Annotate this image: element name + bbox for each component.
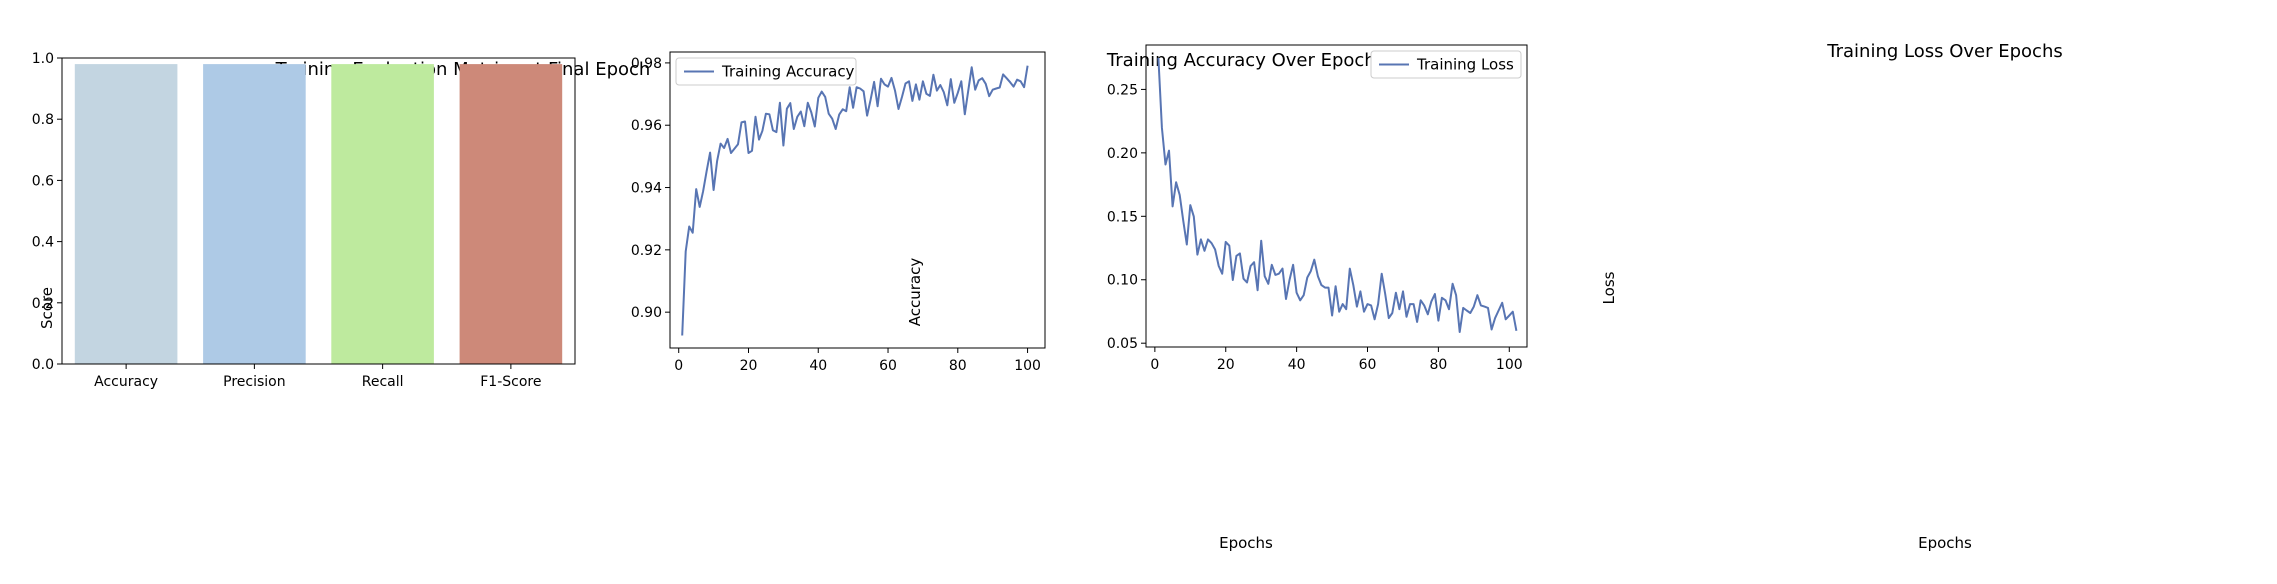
legend: Training Loss [1370, 50, 1522, 79]
series-line-training-loss [1157, 57, 1518, 333]
x-tick-label: 60 [1359, 357, 1377, 373]
y-tick-label: 0.96 [631, 118, 662, 134]
x-axis-label: Epochs [1219, 534, 1273, 552]
y-axis-label: Score [38, 287, 56, 329]
bar-accuracy [74, 64, 178, 364]
x-tick-label: Accuracy [94, 374, 158, 390]
x-axis-label: Epochs [1918, 534, 1972, 552]
x-tick-label: 0 [674, 358, 683, 374]
y-tick-label: 0.8 [32, 112, 54, 128]
x-tick-label: 80 [949, 358, 967, 374]
x-tick-label: 80 [1429, 357, 1447, 373]
y-axis-label: Loss [1600, 271, 1618, 304]
legend-label: Training Loss [1416, 56, 1514, 74]
y-tick-label: 0.94 [631, 181, 662, 197]
series-line-training-accuracy [681, 65, 1029, 336]
plot-frame [61, 57, 576, 365]
chart-title: Training Loss Over Epochs [1826, 41, 2062, 62]
y-axis-label: Accuracy [906, 258, 924, 327]
y-tick-label: 0.98 [631, 56, 662, 72]
legend-box [675, 57, 857, 86]
y-tick-label: 0.0 [32, 357, 54, 373]
y-tick-label: 0.15 [1107, 209, 1138, 225]
x-tick-label: 100 [1496, 357, 1523, 373]
bar-recall [331, 64, 434, 364]
y-tick-label: 0.25 [1107, 82, 1138, 98]
accuracy-line-chart: Training Accuracy Over Epochs Epochs Acc… [631, 50, 1385, 552]
x-tick-label: 40 [1288, 357, 1306, 373]
y-tick-label: 0.6 [32, 173, 54, 189]
legend-label: Training Accuracy [721, 63, 855, 81]
metrics-bar-chart: Training Evaluation Metrics at Final Epo… [32, 51, 651, 390]
y-tick-label: 1.0 [32, 51, 54, 67]
y-tick-label: 0.20 [1107, 146, 1138, 162]
y-tick-label: 0.92 [631, 243, 662, 259]
x-tick-label: 100 [1014, 358, 1041, 374]
x-tick-label: F1-Score [480, 374, 541, 390]
y-tick-label: 0.05 [1107, 336, 1138, 352]
y-tick-label: 0.4 [32, 235, 54, 251]
legend: Training Accuracy [675, 57, 857, 86]
x-tick-label: 60 [879, 358, 897, 374]
bar-f1-score [459, 64, 563, 364]
y-tick-label: 0.2 [32, 296, 54, 312]
legend-box [1370, 50, 1522, 79]
x-tick-label: Recall [362, 374, 404, 390]
x-tick-label: 20 [740, 358, 758, 374]
y-tick-label: 0.10 [1107, 273, 1138, 289]
loss-line-chart: Training Loss Over Epochs Epochs Loss 0 2… [1107, 41, 2063, 552]
x-tick-label: 0 [1150, 357, 1159, 373]
y-tick-label: 0.90 [631, 305, 662, 321]
bar-precision [203, 64, 306, 364]
plot-frame [1145, 44, 1528, 348]
plot-frame [669, 51, 1046, 349]
x-tick-label: 20 [1217, 357, 1235, 373]
chart-title: Training Accuracy Over Epochs [1106, 50, 1385, 71]
x-tick-label: Precision [223, 374, 285, 390]
x-tick-label: 40 [809, 358, 827, 374]
